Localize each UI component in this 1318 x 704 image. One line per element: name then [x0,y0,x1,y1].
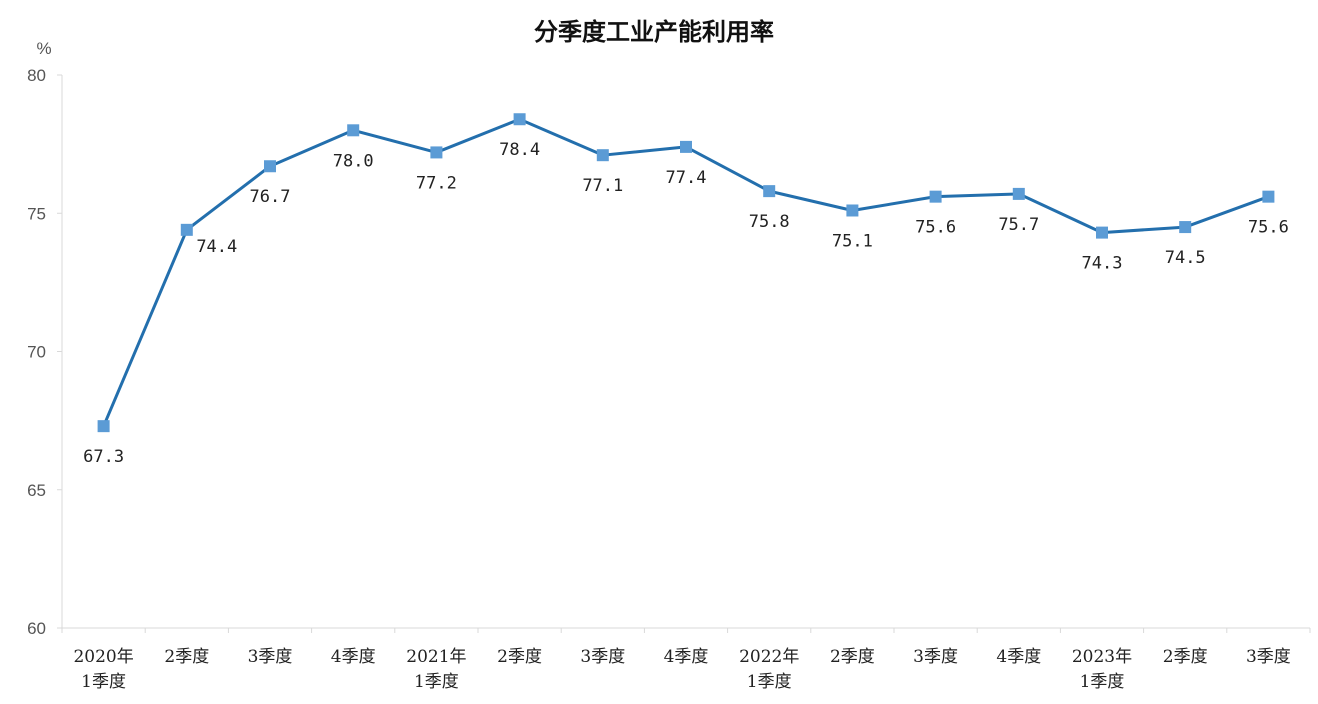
x-tick-label: 3季度 [248,647,293,667]
data-point-marker [97,420,110,433]
x-tick-label: 2季度 [164,647,209,667]
x-tick-label: 1季度 [747,672,792,692]
x-tick-label: 2季度 [1163,647,1208,667]
x-tick-label: 1季度 [81,672,126,692]
data-point-marker [1179,221,1192,234]
data-label: 78.4 [499,140,540,160]
data-point-marker [1096,226,1108,239]
data-label: 77.4 [666,168,707,188]
data-label: 75.6 [1248,218,1289,238]
y-tick-label: 70 [27,343,46,362]
data-point-marker [513,113,526,126]
x-tick-label: 2022年 [739,647,799,667]
x-tick-label: 2季度 [830,647,875,667]
data-point-marker [1262,190,1275,203]
x-tick-label: 3季度 [913,647,958,667]
x-tick-label: 2020年 [73,647,133,667]
y-axis-unit: % [36,39,51,58]
data-point-marker [763,185,776,198]
data-point-marker [430,146,443,159]
data-point-marker [180,223,193,236]
data-label: 75.7 [998,215,1039,235]
x-tick-label: 4季度 [664,647,709,667]
data-label: 74.4 [196,237,237,257]
x-tick-label: 3季度 [1246,647,1291,667]
x-tick-label: 2季度 [497,647,542,667]
data-point-marker [929,190,942,203]
x-tick-label: 2023年 [1072,647,1132,667]
data-label: 76.7 [250,187,291,207]
data-point-marker [264,160,276,173]
data-label: 74.5 [1165,248,1206,268]
chart-title: 分季度工业产能利用率 [534,18,774,46]
x-tick-label: 4季度 [331,647,376,667]
x-tick-label: 1季度 [1080,672,1125,692]
data-label: 75.1 [832,231,873,251]
data-label: 75.6 [915,218,956,238]
x-tick-label: 1季度 [414,672,459,692]
data-point-marker [347,124,360,137]
y-tick-label: 60 [27,619,46,638]
x-tick-label: 4季度 [996,647,1041,667]
y-tick-label: 75 [27,204,46,223]
x-tick-label: 2021年 [406,647,466,667]
y-tick-label: 80 [27,66,46,85]
data-point-marker [1012,187,1025,200]
data-label: 77.1 [582,176,623,196]
data-point-marker [846,204,859,217]
data-label: 74.3 [1082,254,1123,274]
data-label: 78.0 [333,151,374,171]
x-tick-label: 3季度 [580,647,625,667]
data-label: 67.3 [83,447,124,467]
y-tick-label: 65 [27,481,46,500]
data-point-marker [596,149,609,162]
data-label: 77.2 [416,173,457,193]
data-point-marker [680,140,692,153]
data-label: 75.8 [749,212,790,232]
